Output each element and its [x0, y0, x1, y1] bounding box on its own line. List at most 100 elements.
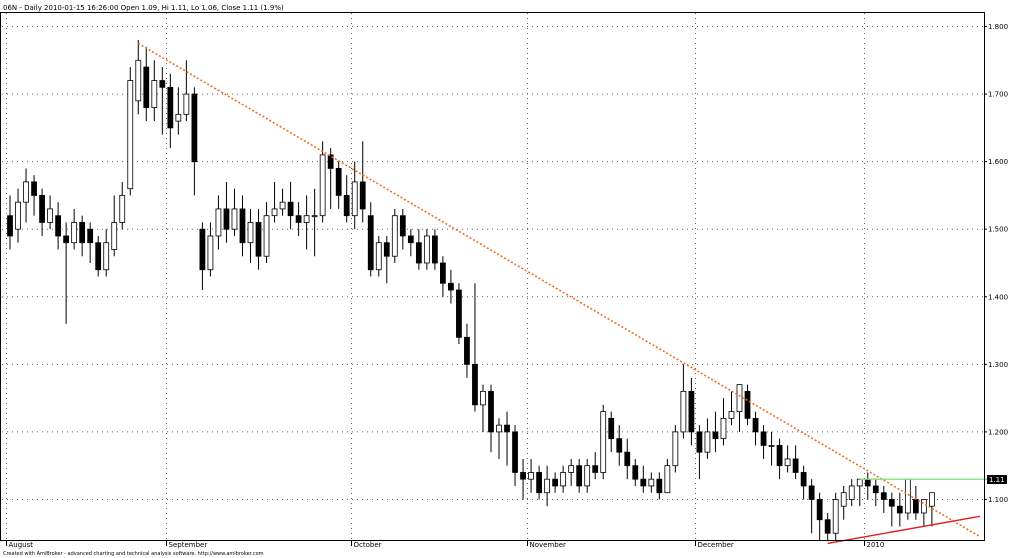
candle: [7, 195, 13, 250]
candle: [776, 438, 783, 480]
candle: [391, 208, 398, 263]
candle-body: [159, 80, 166, 88]
candle-body: [680, 390, 687, 433]
candle: [15, 188, 21, 243]
candle: [680, 364, 687, 439]
candle-body: [391, 215, 398, 257]
candle: [808, 479, 815, 534]
candle-body: [776, 445, 783, 467]
candle-body: [752, 417, 759, 433]
x-tick-label: September: [169, 541, 208, 549]
candle: [576, 458, 583, 493]
candle-body: [848, 485, 855, 500]
candle-body: [143, 66, 150, 108]
candle-body: [456, 289, 462, 338]
candle: [496, 418, 502, 459]
candle: [183, 60, 190, 122]
candle-body: [15, 201, 21, 230]
footer-credit: Created with AmiBroker - advanced charti…: [3, 551, 264, 557]
candle: [920, 499, 927, 527]
candle: [608, 411, 615, 453]
candle: [431, 229, 438, 270]
candle-body: [303, 215, 310, 223]
candle: [407, 229, 414, 257]
candle: [167, 73, 174, 149]
candle-body: [7, 215, 13, 237]
candle: [63, 222, 70, 324]
candle-body: [640, 478, 647, 487]
candle: [215, 195, 222, 250]
candle: [800, 465, 807, 500]
candle: [872, 479, 879, 507]
candle-body: [568, 465, 575, 473]
candle-body: [768, 445, 775, 447]
candle: [311, 188, 318, 257]
candle: [143, 46, 150, 122]
candle-body: [808, 485, 815, 500]
candle-body: [255, 222, 262, 257]
candle-body: [127, 80, 134, 190]
candle-body: [504, 424, 510, 433]
candle-body: [87, 228, 94, 244]
y-tick-label: 1.100: [988, 496, 1008, 504]
candle: [832, 492, 839, 540]
candle: [728, 391, 735, 426]
candle-body: [239, 208, 246, 244]
x-tick-label: December: [698, 541, 734, 549]
candle-body: [63, 235, 70, 244]
candle: [303, 195, 310, 250]
candle: [536, 465, 542, 500]
candle-body: [247, 222, 254, 244]
candle-body: [335, 167, 342, 196]
candle-body: [536, 472, 542, 494]
candle: [528, 458, 534, 493]
y-tick-label: 1.200: [988, 428, 1008, 436]
candle: [704, 418, 711, 459]
candle: [568, 458, 575, 486]
candle-body: [464, 336, 470, 365]
candle-body: [431, 235, 438, 264]
candle-body: [816, 499, 823, 521]
candle-body: [39, 195, 45, 223]
candle-body: [672, 431, 679, 467]
candle-body: [295, 215, 302, 223]
candle: [247, 208, 254, 263]
candle-body: [287, 201, 294, 217]
candle: [423, 229, 430, 270]
candle-body: [520, 472, 526, 480]
candle-body: [319, 154, 326, 217]
candle: [103, 229, 110, 277]
candle: [656, 472, 663, 500]
candle: [151, 60, 158, 122]
candle-body: [327, 154, 334, 169]
candle-body: [880, 492, 887, 500]
candle-body: [929, 492, 935, 507]
candle-body: [584, 465, 591, 487]
trendline: [827, 515, 981, 545]
candle-body: [872, 485, 879, 494]
candle: [39, 188, 45, 236]
candle: [375, 235, 382, 277]
candle-body: [383, 242, 390, 257]
candle: [472, 283, 478, 412]
candle: [343, 175, 350, 223]
candle: [720, 398, 727, 446]
candle: [592, 452, 599, 480]
candle-body: [223, 208, 230, 230]
candle: [295, 202, 302, 236]
candle-body: [800, 472, 807, 487]
candle-body: [856, 478, 863, 487]
candle: [111, 195, 118, 257]
candle-body: [351, 181, 358, 217]
candle-body: [544, 478, 550, 494]
candle-body: [311, 215, 318, 218]
candle: [207, 222, 214, 277]
candle-body: [423, 235, 430, 264]
candle-body: [720, 417, 727, 440]
candle-body: [552, 478, 559, 487]
candle-body: [183, 93, 190, 115]
candle-body: [712, 431, 719, 440]
candle-body: [279, 201, 286, 210]
candle-body: [407, 235, 414, 244]
